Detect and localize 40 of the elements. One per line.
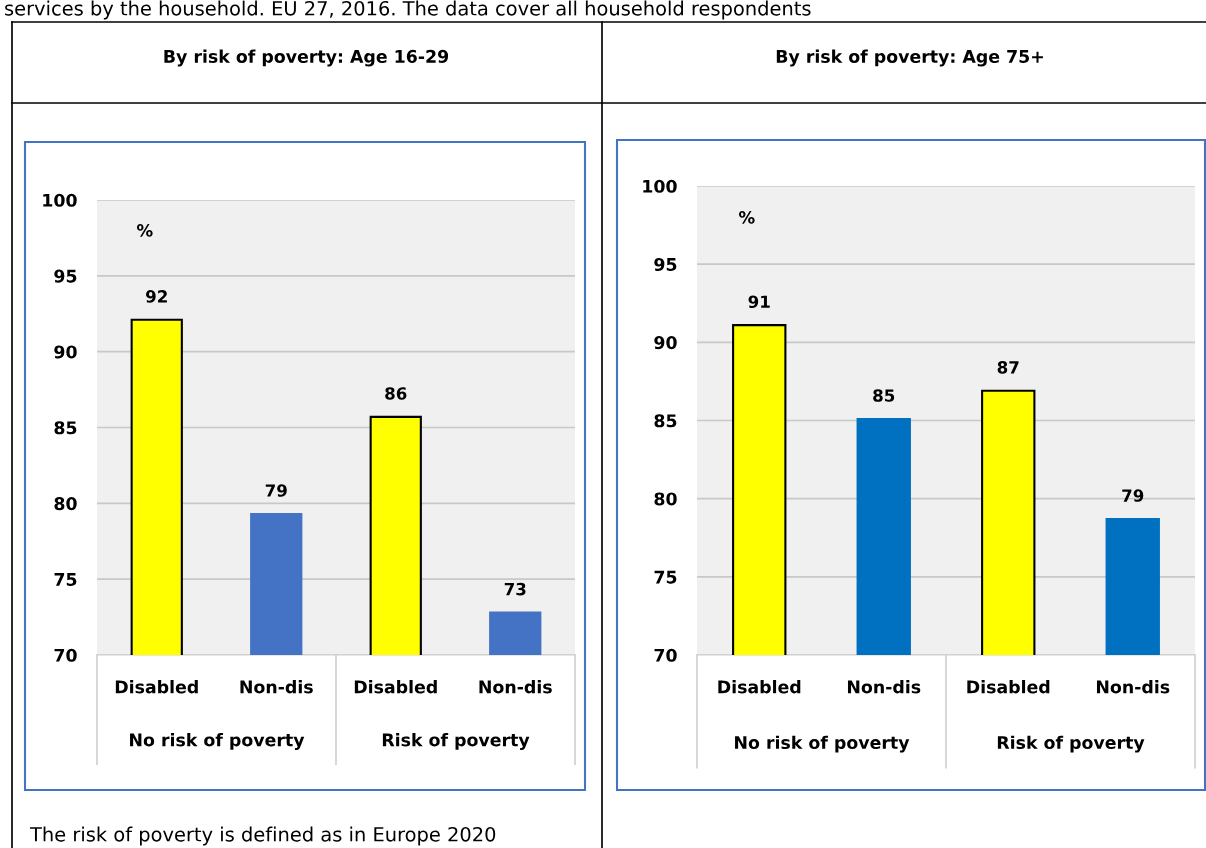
data-label: 85	[873, 389, 895, 402]
text: No risk of poverty	[735, 735, 910, 753]
y-tick-label: 95	[654, 257, 677, 272]
text: No risk of poverty	[130, 732, 305, 750]
x-tick-label: Disabled	[718, 680, 801, 694]
x-tick-label: Non-dis	[1096, 680, 1170, 694]
data-label: 86	[385, 387, 407, 400]
y-tick-label: 70	[54, 648, 77, 662]
y-tick-label: 90	[654, 336, 677, 350]
y-tick-label: 85	[654, 414, 677, 428]
data-label: 79	[265, 484, 287, 497]
y-tick-label: 75	[54, 573, 77, 587]
y-tick-label: 80	[654, 492, 677, 506]
x-tick-label: Non-dis	[479, 680, 552, 694]
chart-title: By risk of poverty: Age 16-29	[164, 49, 449, 67]
chart-title: By risk of poverty: Age 75+	[776, 49, 1043, 67]
y-tick-label: 70	[654, 648, 677, 662]
data-label: 87	[997, 361, 1019, 374]
x-tick-label: Non-dis	[847, 680, 921, 694]
y-tick-label: 100	[643, 179, 677, 193]
y-axis-title: %	[136, 224, 153, 237]
text: Risk of poverty	[997, 735, 1145, 753]
data-label: 92	[146, 290, 167, 303]
y-tick-label: 85	[54, 421, 77, 435]
x-tick-label: Disabled	[115, 680, 198, 694]
text: Risk of poverty	[382, 732, 530, 750]
x-tick-label: Disabled	[967, 680, 1050, 694]
data-label: 73	[504, 582, 526, 596]
data-label: 91	[748, 295, 770, 309]
y-tick-label: 100	[43, 193, 77, 207]
y-tick-label: 75	[654, 570, 677, 584]
y-axis-title: %	[738, 211, 755, 224]
y-tick-label: 80	[54, 497, 77, 511]
text: services by the household. EU 27, 2016. The data cover all household respondents	[5, 0, 811, 20]
y-tick-label: 95	[54, 269, 77, 283]
text: The risk of poverty is defined as in Europe 2020	[29, 826, 496, 846]
y-tick-label: 90	[54, 345, 77, 359]
x-tick-label: Non-dis	[240, 680, 313, 694]
x-tick-label: Disabled	[354, 680, 437, 694]
data-label: 79	[1122, 489, 1144, 502]
